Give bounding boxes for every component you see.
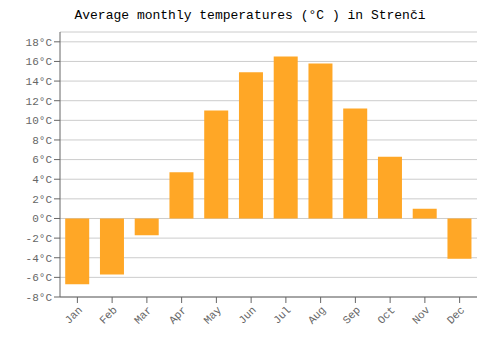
svg-text:-2°C: -2°C: [26, 233, 53, 245]
svg-text:16°C: 16°C: [26, 56, 53, 68]
svg-text:-8°C: -8°C: [26, 292, 53, 304]
html-text:Average monthly temperatures (: Average monthly temperatures (°C ) in St…: [74, 8, 426, 23]
svg-text:2°C: 2°C: [32, 194, 52, 206]
svg-text:Oct: Oct: [375, 304, 397, 326]
svg-text:Apr: Apr: [167, 304, 189, 326]
svg-text:Feb: Feb: [97, 304, 119, 326]
svg-text:6°C: 6°C: [32, 154, 52, 166]
svg-text:-4°C: -4°C: [26, 253, 53, 265]
svg-text:14°C: 14°C: [26, 76, 53, 88]
svg-text:4°C: 4°C: [32, 174, 52, 186]
svg-text:Sep: Sep: [341, 304, 363, 326]
svg-text:Jun: Jun: [236, 304, 258, 326]
svg-text:Aug: Aug: [306, 304, 328, 326]
svg-text:Mar: Mar: [132, 304, 154, 326]
svg-text:8°C: 8°C: [32, 135, 52, 147]
svg-text:Jan: Jan: [63, 304, 85, 326]
svg-text:18°C: 18°C: [26, 37, 53, 49]
svg-text:Jul: Jul: [271, 304, 293, 326]
svg-text:-6°C: -6°C: [26, 272, 53, 284]
svg-text:May: May: [202, 304, 225, 327]
svg-text:Dec: Dec: [445, 304, 467, 326]
svg-text:Nov: Nov: [410, 304, 433, 327]
svg-text:0°C: 0°C: [32, 213, 52, 225]
svg-text:12°C: 12°C: [26, 96, 53, 108]
svg-text:10°C: 10°C: [26, 115, 53, 127]
